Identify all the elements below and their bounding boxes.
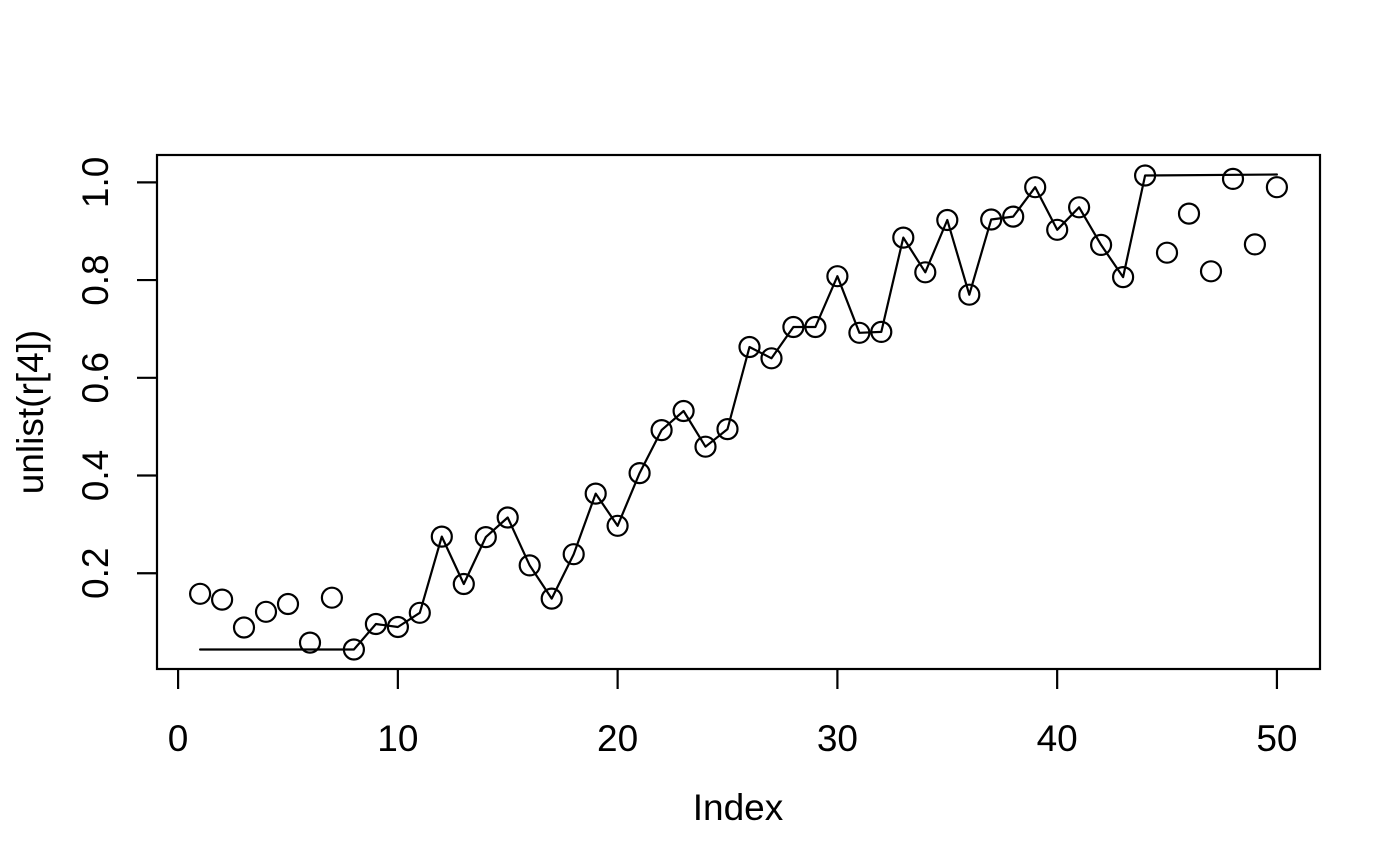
data-point	[1133, 164, 1157, 187]
data-point	[1177, 202, 1201, 225]
data-point	[496, 506, 519, 529]
data-point	[276, 592, 300, 616]
data-point	[958, 283, 981, 306]
data-point	[804, 315, 827, 339]
data-point	[1155, 241, 1179, 264]
y-axis-title: unlist(r[4])	[10, 330, 51, 494]
scatter-point-series	[189, 164, 1289, 661]
data-point	[1046, 218, 1069, 241]
data-point	[1243, 233, 1267, 256]
data-point	[1067, 196, 1091, 219]
data-point	[782, 315, 805, 339]
data-point	[738, 335, 761, 359]
data-point	[914, 261, 937, 284]
x-tick-label: 20	[597, 718, 638, 759]
data-point	[716, 418, 739, 441]
data-point	[628, 462, 651, 485]
data-point	[826, 265, 849, 288]
plot-frame	[155, 153, 1322, 671]
data-point	[254, 600, 278, 623]
data-point	[980, 208, 1003, 231]
y-tick-label: 0.8	[75, 254, 116, 305]
data-point	[408, 601, 431, 624]
data-point	[1024, 176, 1047, 199]
x-tick-label: 30	[817, 718, 858, 759]
data-point	[936, 208, 959, 232]
y-axis: 0.2 0.4 0.6 0.8 1.0	[75, 157, 157, 599]
data-point	[1221, 167, 1245, 190]
data-point	[606, 514, 629, 537]
data-point	[1265, 176, 1289, 199]
x-axis: 0 10 20 30 40 50	[168, 669, 1298, 759]
x-tick-label: 0	[168, 718, 189, 759]
data-point	[1089, 233, 1113, 256]
y-tick-label: 1.0	[75, 157, 116, 208]
data-point	[760, 347, 783, 370]
x-tick-label: 40	[1037, 718, 1078, 759]
data-point	[452, 572, 475, 596]
data-point	[298, 631, 322, 654]
y-tick-label: 0.4	[75, 450, 116, 501]
y-tick-label: 0.2	[75, 548, 116, 599]
x-tick-label: 50	[1256, 718, 1297, 759]
data-point	[518, 554, 541, 577]
data-point	[430, 525, 453, 548]
data-point	[320, 586, 343, 609]
data-point	[562, 543, 585, 566]
x-tick-label: 10	[377, 718, 418, 759]
data-point	[892, 226, 915, 249]
x-axis-title: Index	[693, 787, 784, 828]
data-point	[848, 321, 871, 344]
fit-line	[199, 173, 1279, 651]
data-point	[1002, 205, 1025, 228]
data-point	[232, 616, 256, 639]
data-point	[211, 588, 234, 611]
data-point	[474, 525, 497, 549]
data-point	[364, 612, 387, 636]
data-point	[650, 419, 673, 442]
data-point	[672, 399, 695, 423]
data-point	[189, 582, 212, 605]
data-point	[870, 320, 893, 343]
data-point	[386, 615, 409, 639]
data-point	[694, 435, 717, 458]
data-point	[1199, 260, 1223, 283]
data-point	[584, 482, 607, 505]
fit-line-series	[199, 173, 1279, 651]
data-point	[540, 587, 563, 610]
data-point	[1111, 266, 1135, 289]
y-tick-label: 0.6	[75, 352, 116, 403]
data-point	[342, 638, 365, 661]
